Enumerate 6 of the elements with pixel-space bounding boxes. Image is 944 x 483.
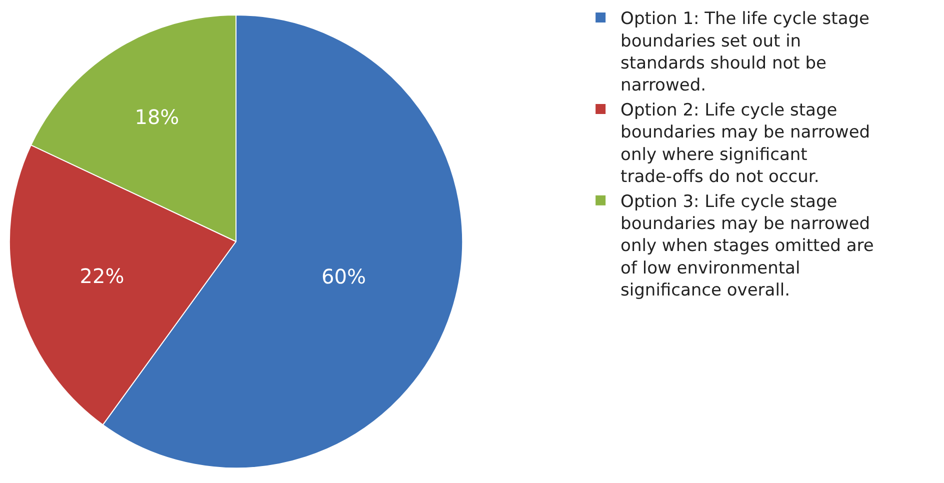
legend-label: Option 3: Life cycle stage boundaries may be narrowed only when stages omitted are of low environmental significance overall. xyxy=(620,192,874,300)
legend-label: Option 2: Life cycle stage boundaries may be narrowed only where significant trade-offs do not occur. xyxy=(620,100,870,187)
legend-label: Option 1: The life cycle stage boundaries set out in standards should not be narrowed. xyxy=(620,9,870,96)
data-label: 60% xyxy=(322,264,366,289)
data-label: 22% xyxy=(80,264,124,288)
data-label: 18% xyxy=(134,104,180,129)
